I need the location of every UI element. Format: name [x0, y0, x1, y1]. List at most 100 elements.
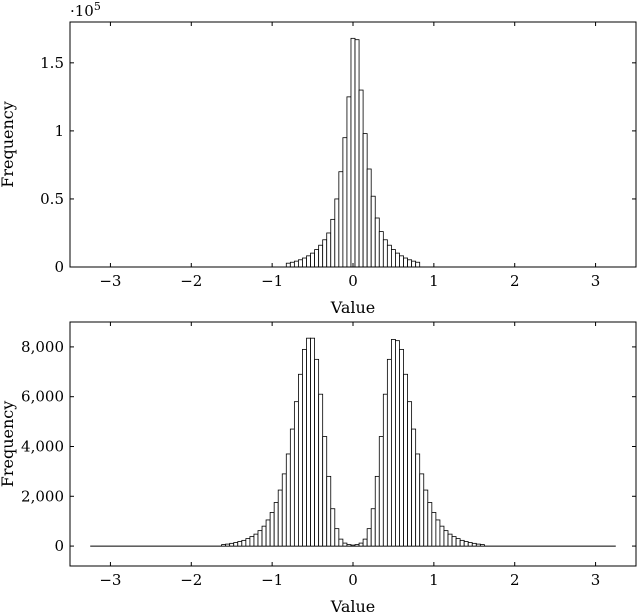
histogram-bar	[229, 542, 235, 547]
histogram-bar	[362, 133, 368, 268]
x-tick-label: 0	[348, 272, 358, 290]
y-tick-label: 1	[54, 122, 64, 140]
histogram-bar	[298, 373, 303, 547]
histogram-bar	[399, 255, 404, 268]
x-tick-label: 0	[348, 571, 358, 589]
histogram-bar	[257, 530, 263, 547]
histogram-bar	[233, 542, 239, 547]
histogram-bar	[334, 198, 340, 268]
histogram-bar	[423, 489, 429, 547]
y-axis-label: Frequency	[0, 101, 17, 188]
histogram-bar	[322, 239, 328, 268]
x-tick-label: 1	[429, 272, 439, 290]
y-tick-label: 1.5	[40, 54, 64, 72]
histogram-bar	[354, 544, 360, 547]
histogram-bar	[330, 508, 336, 547]
x-tick-label: 3	[591, 571, 601, 589]
y-axis-label: Frequency	[0, 401, 17, 488]
plot-frame	[69, 321, 637, 567]
histogram-bar	[350, 37, 356, 268]
histogram-bar	[386, 244, 392, 268]
histogram-bar	[419, 473, 425, 547]
histogram-bar	[334, 528, 340, 547]
histogram-bar	[346, 544, 352, 547]
histogram-bar	[370, 195, 376, 268]
histogram-bar	[463, 541, 469, 547]
histogram-bar	[318, 393, 324, 547]
y-tick-label: 6,000	[21, 388, 64, 406]
x-tick-label: 2	[510, 571, 520, 589]
histogram-bar	[346, 96, 352, 268]
histogram-bar	[415, 261, 421, 268]
histogram-bar	[358, 542, 364, 547]
y-tick-label: 8,000	[21, 338, 64, 356]
histogram-bar	[338, 538, 344, 547]
y-tick-label: 0.5	[40, 190, 64, 208]
histogram-bar	[455, 538, 461, 547]
histogram-bar	[378, 231, 384, 268]
y-tick-label: 4,000	[21, 437, 64, 455]
histogram-bar	[221, 544, 227, 547]
histogram-bar	[382, 239, 388, 268]
chart-panel-2: −3 −2 −1 0 1 2 3 0 2,000 4,000 6,000 8,000 Value Freq…	[0, 321, 637, 612]
histogram-bar	[403, 373, 408, 547]
histogram-bar	[391, 339, 396, 547]
histogram-bar	[439, 525, 445, 547]
histogram-bar	[298, 259, 303, 268]
x-axis-label: Value	[330, 298, 376, 317]
histogram-bar	[378, 436, 384, 547]
histogram-bar	[277, 489, 283, 547]
histogram-bar	[370, 508, 376, 547]
histogram-bar	[293, 260, 299, 268]
histogram-bar	[318, 244, 324, 268]
y-tick-label: 0	[54, 258, 64, 276]
chart-panel-1: −3 −2 −1 0 1 2 3 0 0.5 1 1.5 Value Frequency ·105	[0, 0, 637, 317]
histogram-bar	[326, 232, 332, 268]
x-tick-label: −1	[261, 571, 283, 589]
histogram-bar	[395, 252, 400, 268]
histogram-bar	[302, 348, 307, 547]
x-axis-label: Value	[330, 597, 376, 612]
histogram-bar	[479, 544, 485, 547]
histogram-bar	[338, 171, 344, 268]
histogram-bar	[451, 536, 457, 547]
histogram-bar	[471, 542, 477, 547]
histogram-bar	[350, 544, 356, 547]
histogram-bar	[415, 453, 421, 547]
histogram-bar	[285, 453, 291, 547]
histogram-bar	[245, 538, 251, 547]
x-tick-label: −2	[180, 571, 202, 589]
histogram-bar	[306, 337, 311, 547]
histogram-bar	[431, 512, 437, 547]
histogram-bar	[253, 533, 259, 547]
histogram-bar	[443, 530, 449, 547]
histogram-bar	[302, 257, 307, 268]
histogram-bar	[475, 543, 481, 547]
histogram-bar	[366, 528, 372, 547]
histogram-bar	[342, 542, 348, 547]
histogram-bar	[225, 543, 231, 547]
histogram-bar	[386, 358, 392, 547]
histogram-bar	[310, 337, 315, 547]
histogram-bar	[411, 428, 417, 547]
histogram-bar	[265, 519, 271, 547]
histogram-bar	[403, 257, 408, 268]
histogram-bar	[411, 260, 417, 268]
histogram-bar	[293, 401, 299, 547]
histogram-bar	[395, 340, 400, 547]
x-tick-label: 2	[510, 272, 520, 290]
y-tick-label: 0	[54, 537, 64, 555]
histogram-bar	[269, 512, 275, 547]
histogram-bar	[261, 525, 267, 547]
histogram-bar	[407, 259, 413, 268]
histogram-bar	[362, 538, 368, 547]
histogram-bar	[289, 428, 295, 547]
histogram-bar	[322, 436, 328, 547]
histogram-bar	[358, 89, 364, 268]
x-tick-label: −1	[261, 272, 283, 290]
histogram-bar	[447, 533, 453, 547]
histogram-bar	[330, 218, 336, 268]
histogram-bar	[407, 401, 413, 547]
histogram-bar	[289, 261, 295, 268]
